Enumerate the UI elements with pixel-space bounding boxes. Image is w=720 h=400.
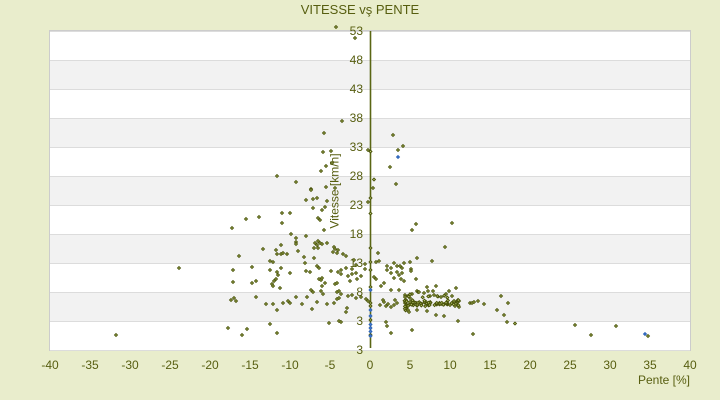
svg-text:Pente [%]: Pente [%] (638, 373, 690, 387)
svg-text:-10: -10 (281, 358, 299, 372)
svg-text:15: 15 (483, 358, 497, 372)
svg-text:25: 25 (563, 358, 577, 372)
svg-text:VITESSE vş PENTE: VITESSE vş PENTE (301, 2, 420, 17)
svg-text:3: 3 (356, 314, 363, 328)
svg-text:-5: -5 (325, 358, 336, 372)
svg-text:28: 28 (350, 169, 364, 183)
svg-text:35: 35 (643, 358, 657, 372)
svg-text:-30: -30 (121, 358, 139, 372)
svg-text:53: 53 (350, 24, 364, 38)
svg-text:Vitesse [km/h]: Vitesse [km/h] (328, 153, 342, 228)
svg-text:8: 8 (356, 285, 363, 299)
svg-text:20: 20 (523, 358, 537, 372)
svg-text:33: 33 (350, 140, 364, 154)
svg-text:-35: -35 (81, 358, 99, 372)
svg-text:-25: -25 (161, 358, 179, 372)
svg-text:40: 40 (683, 358, 697, 372)
svg-text:-15: -15 (241, 358, 259, 372)
svg-text:23: 23 (350, 198, 364, 212)
svg-text:43: 43 (350, 82, 364, 96)
svg-text:3: 3 (356, 343, 363, 357)
svg-text:0: 0 (367, 358, 374, 372)
svg-text:10: 10 (443, 358, 457, 372)
svg-text:18: 18 (350, 227, 364, 241)
svg-text:5: 5 (407, 358, 414, 372)
svg-text:48: 48 (350, 53, 364, 67)
svg-text:-20: -20 (201, 358, 219, 372)
svg-text:30: 30 (603, 358, 617, 372)
svg-text:-40: -40 (41, 358, 59, 372)
svg-text:38: 38 (350, 111, 364, 125)
